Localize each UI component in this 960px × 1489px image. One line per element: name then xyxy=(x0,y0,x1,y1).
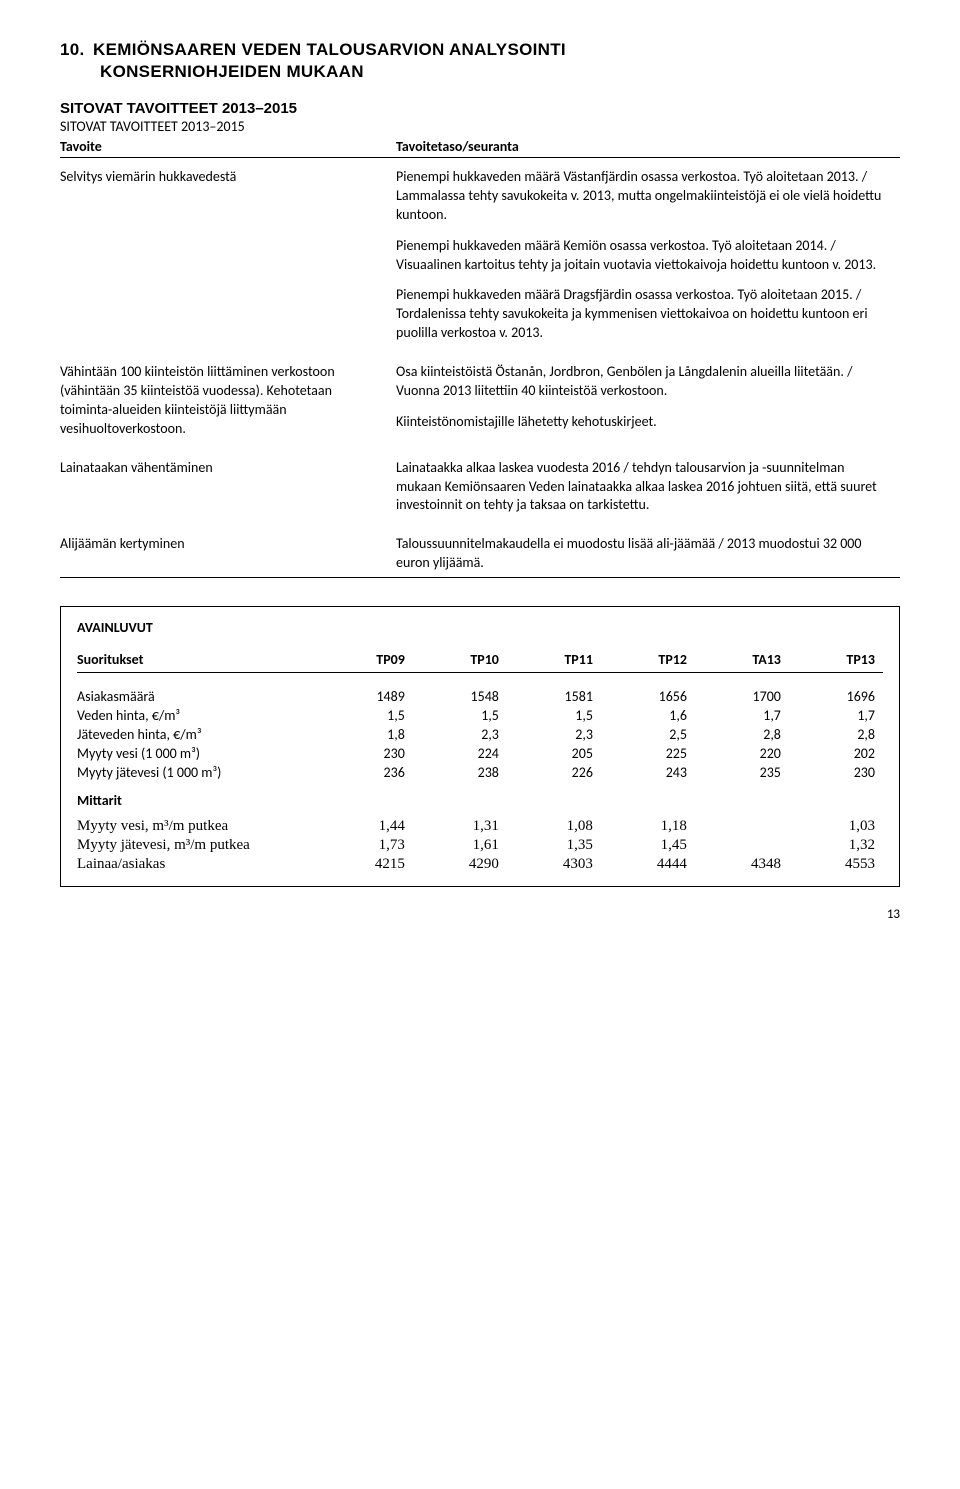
data-cell: 1,44 xyxy=(319,817,413,836)
data-cell: 235 xyxy=(695,763,789,782)
tavoite-right: Taloussuunnitelmakaudella ei muodostu li… xyxy=(396,525,900,577)
col-header: TP12 xyxy=(601,650,695,673)
tavoite-left: Alijäämän kertyminen xyxy=(60,525,396,577)
data-cell: 226 xyxy=(507,763,601,782)
data-cell: 1,08 xyxy=(507,817,601,836)
data-cell: 4290 xyxy=(413,855,507,874)
tavoite-table: Tavoite Tavoitetaso/seuranta Selvitys vi… xyxy=(60,136,900,578)
data-cell: 4444 xyxy=(601,855,695,874)
data-cell: 2,3 xyxy=(507,725,601,744)
tavoite-left: Selvitys viemärin hukkavedestä xyxy=(60,158,396,354)
data-cell: 205 xyxy=(507,744,601,763)
tavoite-col-right: Tavoitetaso/seuranta xyxy=(396,136,900,158)
section-subtitle: KONSERNIOHJEIDEN MUKAAN xyxy=(100,62,900,82)
avainluvut-box: AVAINLUVUT Suoritukset TP09 TP10 TP11 TP… xyxy=(60,606,900,887)
page-number: 13 xyxy=(60,907,900,922)
data-cell: 1,61 xyxy=(413,836,507,855)
data-cell: 225 xyxy=(601,744,695,763)
data-cell xyxy=(695,817,789,836)
data-cell: 2,8 xyxy=(695,725,789,744)
data-cell: 202 xyxy=(789,744,883,763)
data-cell: 1548 xyxy=(413,687,507,706)
suoritukset-table: Suoritukset TP09 TP10 TP11 TP12 TA13 TP1… xyxy=(77,650,883,782)
data-cell: 1656 xyxy=(601,687,695,706)
data-cell: 1,8 xyxy=(319,725,413,744)
section-number: 10. xyxy=(60,40,88,60)
avainluvut-title: AVAINLUVUT xyxy=(77,619,883,636)
data-cell: 4215 xyxy=(319,855,413,874)
data-cell: 1,5 xyxy=(507,706,601,725)
data-cell: 1,5 xyxy=(319,706,413,725)
data-cell: 1489 xyxy=(319,687,413,706)
mittarit-row-label: Myyty jätevesi, m³/m putkea xyxy=(77,836,319,855)
data-cell: 224 xyxy=(413,744,507,763)
mittarit-row-label: Myyty vesi, m³/m putkea xyxy=(77,817,319,836)
data-cell: 1,7 xyxy=(695,706,789,725)
data-row-label: Myyty jätevesi (1 000 m³) xyxy=(77,763,319,782)
data-cell: 1700 xyxy=(695,687,789,706)
mittarit-header: Mittarit xyxy=(77,782,883,817)
sitovat-heading-small: SITOVAT TAVOITTEET 2013–2015 xyxy=(60,118,900,135)
mittarit-row-label: Lainaa/asiakas xyxy=(77,855,319,874)
data-cell: 2,5 xyxy=(601,725,695,744)
col-header: TP10 xyxy=(413,650,507,673)
data-cell: 2,8 xyxy=(789,725,883,744)
data-cell: 1,31 xyxy=(413,817,507,836)
col-header: TP11 xyxy=(507,650,601,673)
data-cell: 220 xyxy=(695,744,789,763)
data-cell: 2,3 xyxy=(413,725,507,744)
tavoite-right: Pienempi hukkaveden määrä Västanfjärdin … xyxy=(396,158,900,354)
data-row-label: Jäteveden hinta, €/m³ xyxy=(77,725,319,744)
data-row-label: Asiakasmäärä xyxy=(77,687,319,706)
data-cell: 1,6 xyxy=(601,706,695,725)
tavoite-left: Lainataakan vähentäminen xyxy=(60,449,396,526)
tavoite-right: Lainataakka alkaa laskea vuodesta 2016 /… xyxy=(396,449,900,526)
data-cell: 1,5 xyxy=(413,706,507,725)
data-cell: 1,18 xyxy=(601,817,695,836)
sitovat-heading-big: SITOVAT TAVOITTEET 2013–2015 xyxy=(60,100,900,117)
section-title: 10. KEMIÖNSAAREN VEDEN TALOUSARVION ANAL… xyxy=(60,40,900,60)
col-header: TP09 xyxy=(319,650,413,673)
data-cell: 4553 xyxy=(789,855,883,874)
suoritukset-header: Suoritukset xyxy=(77,650,319,673)
col-header: TP13 xyxy=(789,650,883,673)
data-cell: 238 xyxy=(413,763,507,782)
data-cell xyxy=(695,836,789,855)
data-row-label: Veden hinta, €/m³ xyxy=(77,706,319,725)
section-title-text: KEMIÖNSAAREN VEDEN TALOUSARVION ANALYSOI… xyxy=(93,40,566,59)
tavoite-right: Osa kiinteistöistä Östanån, Jordbron, Ge… xyxy=(396,353,900,449)
data-cell: 230 xyxy=(789,763,883,782)
data-cell: 236 xyxy=(319,763,413,782)
data-cell: 4348 xyxy=(695,855,789,874)
data-cell: 1581 xyxy=(507,687,601,706)
data-cell: 4303 xyxy=(507,855,601,874)
data-cell: 1696 xyxy=(789,687,883,706)
data-cell: 1,35 xyxy=(507,836,601,855)
data-cell: 1,32 xyxy=(789,836,883,855)
data-cell: 1,03 xyxy=(789,817,883,836)
data-cell: 243 xyxy=(601,763,695,782)
data-cell: 230 xyxy=(319,744,413,763)
col-header: TA13 xyxy=(695,650,789,673)
data-cell: 1,73 xyxy=(319,836,413,855)
data-cell: 1,45 xyxy=(601,836,695,855)
data-cell: 1,7 xyxy=(789,706,883,725)
tavoite-col-left: Tavoite xyxy=(60,136,396,158)
data-row-label: Myyty vesi (1 000 m³) xyxy=(77,744,319,763)
tavoite-left: Vähintään 100 kiinteistön liittäminen ve… xyxy=(60,353,396,449)
mittarit-table: Myyty vesi, m³/m putkea1,441,311,081,181… xyxy=(77,817,883,874)
